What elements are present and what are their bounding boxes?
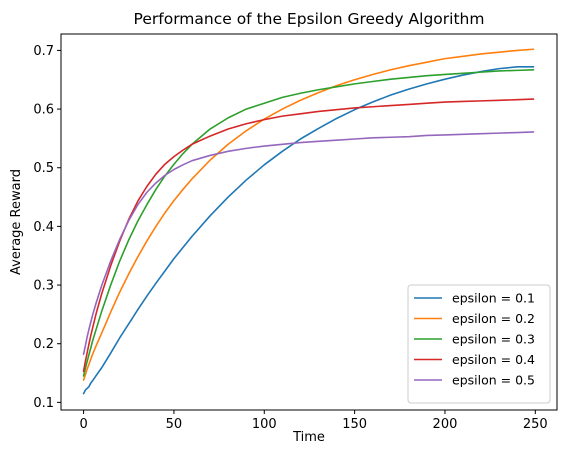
y-tick-label: 0.5 <box>33 161 54 176</box>
legend: epsilon = 0.1 epsilon = 0.2 epsilon = 0.3 e… <box>407 284 551 404</box>
y-tick-label: 0.3 <box>33 279 54 294</box>
legend-label: epsilon = 0.2 <box>452 311 535 326</box>
plot-area <box>60 33 558 411</box>
legend-label: epsilon = 0.5 <box>452 373 535 388</box>
legend-items: epsilon = 0.1 epsilon = 0.2 epsilon = 0.3 e… <box>414 291 535 388</box>
x-axis-label: Time <box>292 430 325 445</box>
x-axis: 0 50 100 150 200 250 <box>79 410 548 432</box>
y-tick-label: 0.1 <box>33 396 54 411</box>
series-line-1 <box>82 66 535 395</box>
x-tick-label: 250 <box>523 417 548 432</box>
series-line-4 <box>82 98 535 373</box>
x-tick-label: 0 <box>79 417 87 432</box>
y-tick-label: 0.2 <box>33 337 54 352</box>
x-tick-label: 50 <box>166 417 183 432</box>
y-axis: 0.1 0.2 0.3 0.4 0.5 0.6 0.7 <box>33 44 61 411</box>
legend-frame <box>407 284 551 404</box>
y-tick-label: 0.7 <box>33 44 54 59</box>
x-tick-label: 150 <box>342 417 367 432</box>
plot-frame <box>60 33 558 411</box>
series-line-5 <box>82 131 535 356</box>
x-tick-label: 200 <box>433 417 458 432</box>
y-axis-label: Average Reward <box>9 169 24 275</box>
y-tick-label: 0.6 <box>33 103 54 118</box>
legend-label: epsilon = 0.1 <box>452 291 535 306</box>
series-line-3 <box>82 68 535 377</box>
chart-title: Performance of the Epsilon Greedy Algori… <box>134 10 485 28</box>
series-layer <box>82 48 535 395</box>
legend-label: epsilon = 0.3 <box>452 332 535 347</box>
legend-label: epsilon = 0.4 <box>452 352 535 367</box>
y-tick-label: 0.4 <box>33 220 54 235</box>
series-line-2 <box>82 48 535 381</box>
x-tick-label: 100 <box>252 417 277 432</box>
